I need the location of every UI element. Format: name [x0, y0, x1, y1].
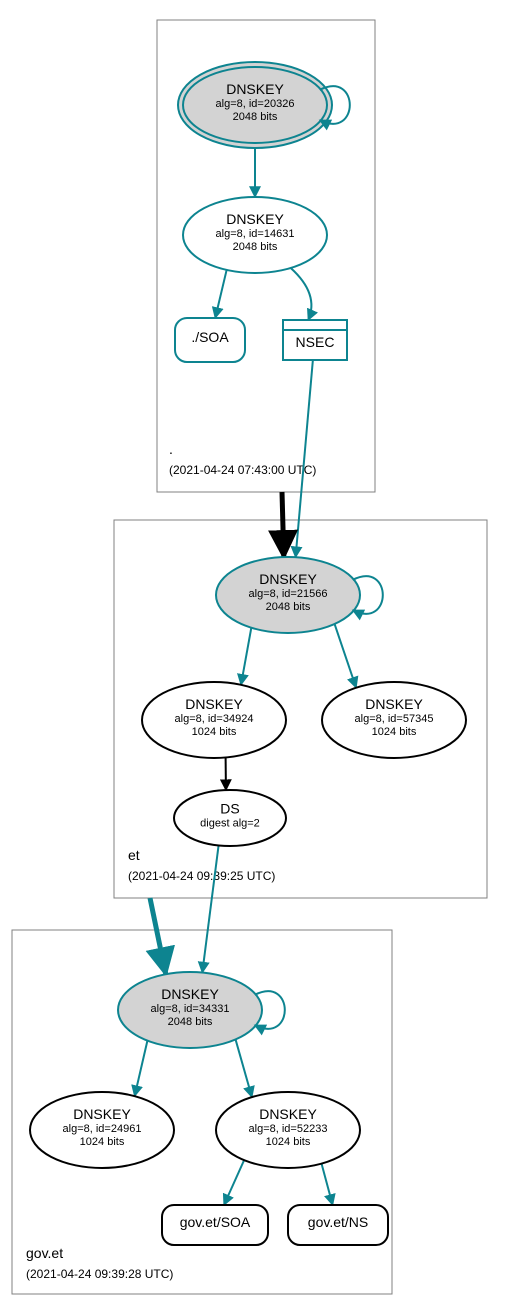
node-text: alg=8, id=34924	[175, 713, 254, 725]
dnssec-chain-diagram: . (2021-04-24 07:43:00 UTC) et (2021-04-24 …	[0, 0, 505, 1304]
node-root-zsk: DNSKEYalg=8, id=146312048 bits	[183, 197, 327, 273]
node-text: 2048 bits	[233, 241, 278, 253]
edge	[236, 1039, 252, 1097]
node-et-zsk2: DNSKEYalg=8, id=573451024 bits	[322, 682, 466, 758]
node-text: digest alg=2	[200, 818, 260, 830]
node-root-nsec: NSEC	[283, 320, 347, 360]
node-text: alg=8, id=52233	[249, 1123, 328, 1135]
node-root-soa: ./SOA	[175, 318, 245, 362]
edge	[241, 628, 251, 685]
nodes-layer: DNSKEYalg=8, id=203262048 bitsDNSKEYalg=…	[30, 62, 466, 1245]
node-text: DNSKEY	[259, 571, 317, 587]
node-text: 1024 bits	[372, 726, 417, 738]
node-text: alg=8, id=14631	[216, 228, 295, 240]
node-text: DNSKEY	[73, 1106, 131, 1122]
node-text: 2048 bits	[168, 1016, 213, 1028]
edge	[291, 268, 312, 320]
node-gov-ksk: DNSKEYalg=8, id=343312048 bits	[118, 972, 262, 1048]
node-text: ./SOA	[191, 329, 229, 345]
node-text: NSEC	[296, 334, 335, 350]
node-text: gov.et/NS	[308, 1214, 368, 1230]
node-text: alg=8, id=24961	[63, 1123, 142, 1135]
edge	[150, 898, 166, 974]
node-text: DNSKEY	[226, 211, 284, 227]
node-text: DNSKEY	[365, 696, 423, 712]
node-text: DNSKEY	[259, 1106, 317, 1122]
node-text: alg=8, id=20326	[216, 98, 295, 110]
node-gov-soa: gov.et/SOA	[162, 1205, 268, 1245]
edge	[296, 360, 313, 557]
zone-time-gov.et: (2021-04-24 09:39:28 UTC)	[26, 1267, 173, 1281]
node-gov-ns: gov.et/NS	[288, 1205, 388, 1245]
node-text: DNSKEY	[161, 986, 219, 1002]
zone-label-gov.et: gov.et	[26, 1245, 63, 1261]
edge	[215, 270, 226, 318]
edge	[202, 845, 218, 972]
node-text: alg=8, id=21566	[249, 588, 328, 600]
edge	[282, 492, 284, 557]
node-gov-zsk2: DNSKEYalg=8, id=522331024 bits	[216, 1092, 360, 1168]
zone-label-et: et	[128, 847, 140, 863]
node-text: gov.et/SOA	[180, 1214, 251, 1230]
edge	[224, 1160, 244, 1205]
zone-label-root: .	[169, 441, 173, 457]
node-root-ksk: DNSKEYalg=8, id=203262048 bits	[178, 62, 332, 148]
edge	[135, 1041, 148, 1096]
node-text: DNSKEY	[226, 81, 284, 97]
node-text: DS	[220, 801, 239, 817]
node-text: 2048 bits	[233, 111, 278, 123]
zone-time-et: (2021-04-24 09:39:25 UTC)	[128, 869, 275, 883]
node-text: DNSKEY	[185, 696, 243, 712]
edge	[335, 624, 357, 688]
zone-time-root: (2021-04-24 07:43:00 UTC)	[169, 463, 316, 477]
node-text: alg=8, id=34331	[151, 1003, 230, 1015]
node-et-ksk: DNSKEYalg=8, id=215662048 bits	[216, 557, 360, 633]
node-text: 1024 bits	[266, 1136, 311, 1148]
node-text: 1024 bits	[192, 726, 237, 738]
node-gov-zsk1: DNSKEYalg=8, id=249611024 bits	[30, 1092, 174, 1168]
node-text: 2048 bits	[266, 601, 311, 613]
node-text: alg=8, id=57345	[355, 713, 434, 725]
node-text: 1024 bits	[80, 1136, 125, 1148]
node-et-ds: DSdigest alg=2	[174, 790, 286, 846]
node-et-zsk1: DNSKEYalg=8, id=349241024 bits	[142, 682, 286, 758]
edge	[322, 1164, 333, 1205]
